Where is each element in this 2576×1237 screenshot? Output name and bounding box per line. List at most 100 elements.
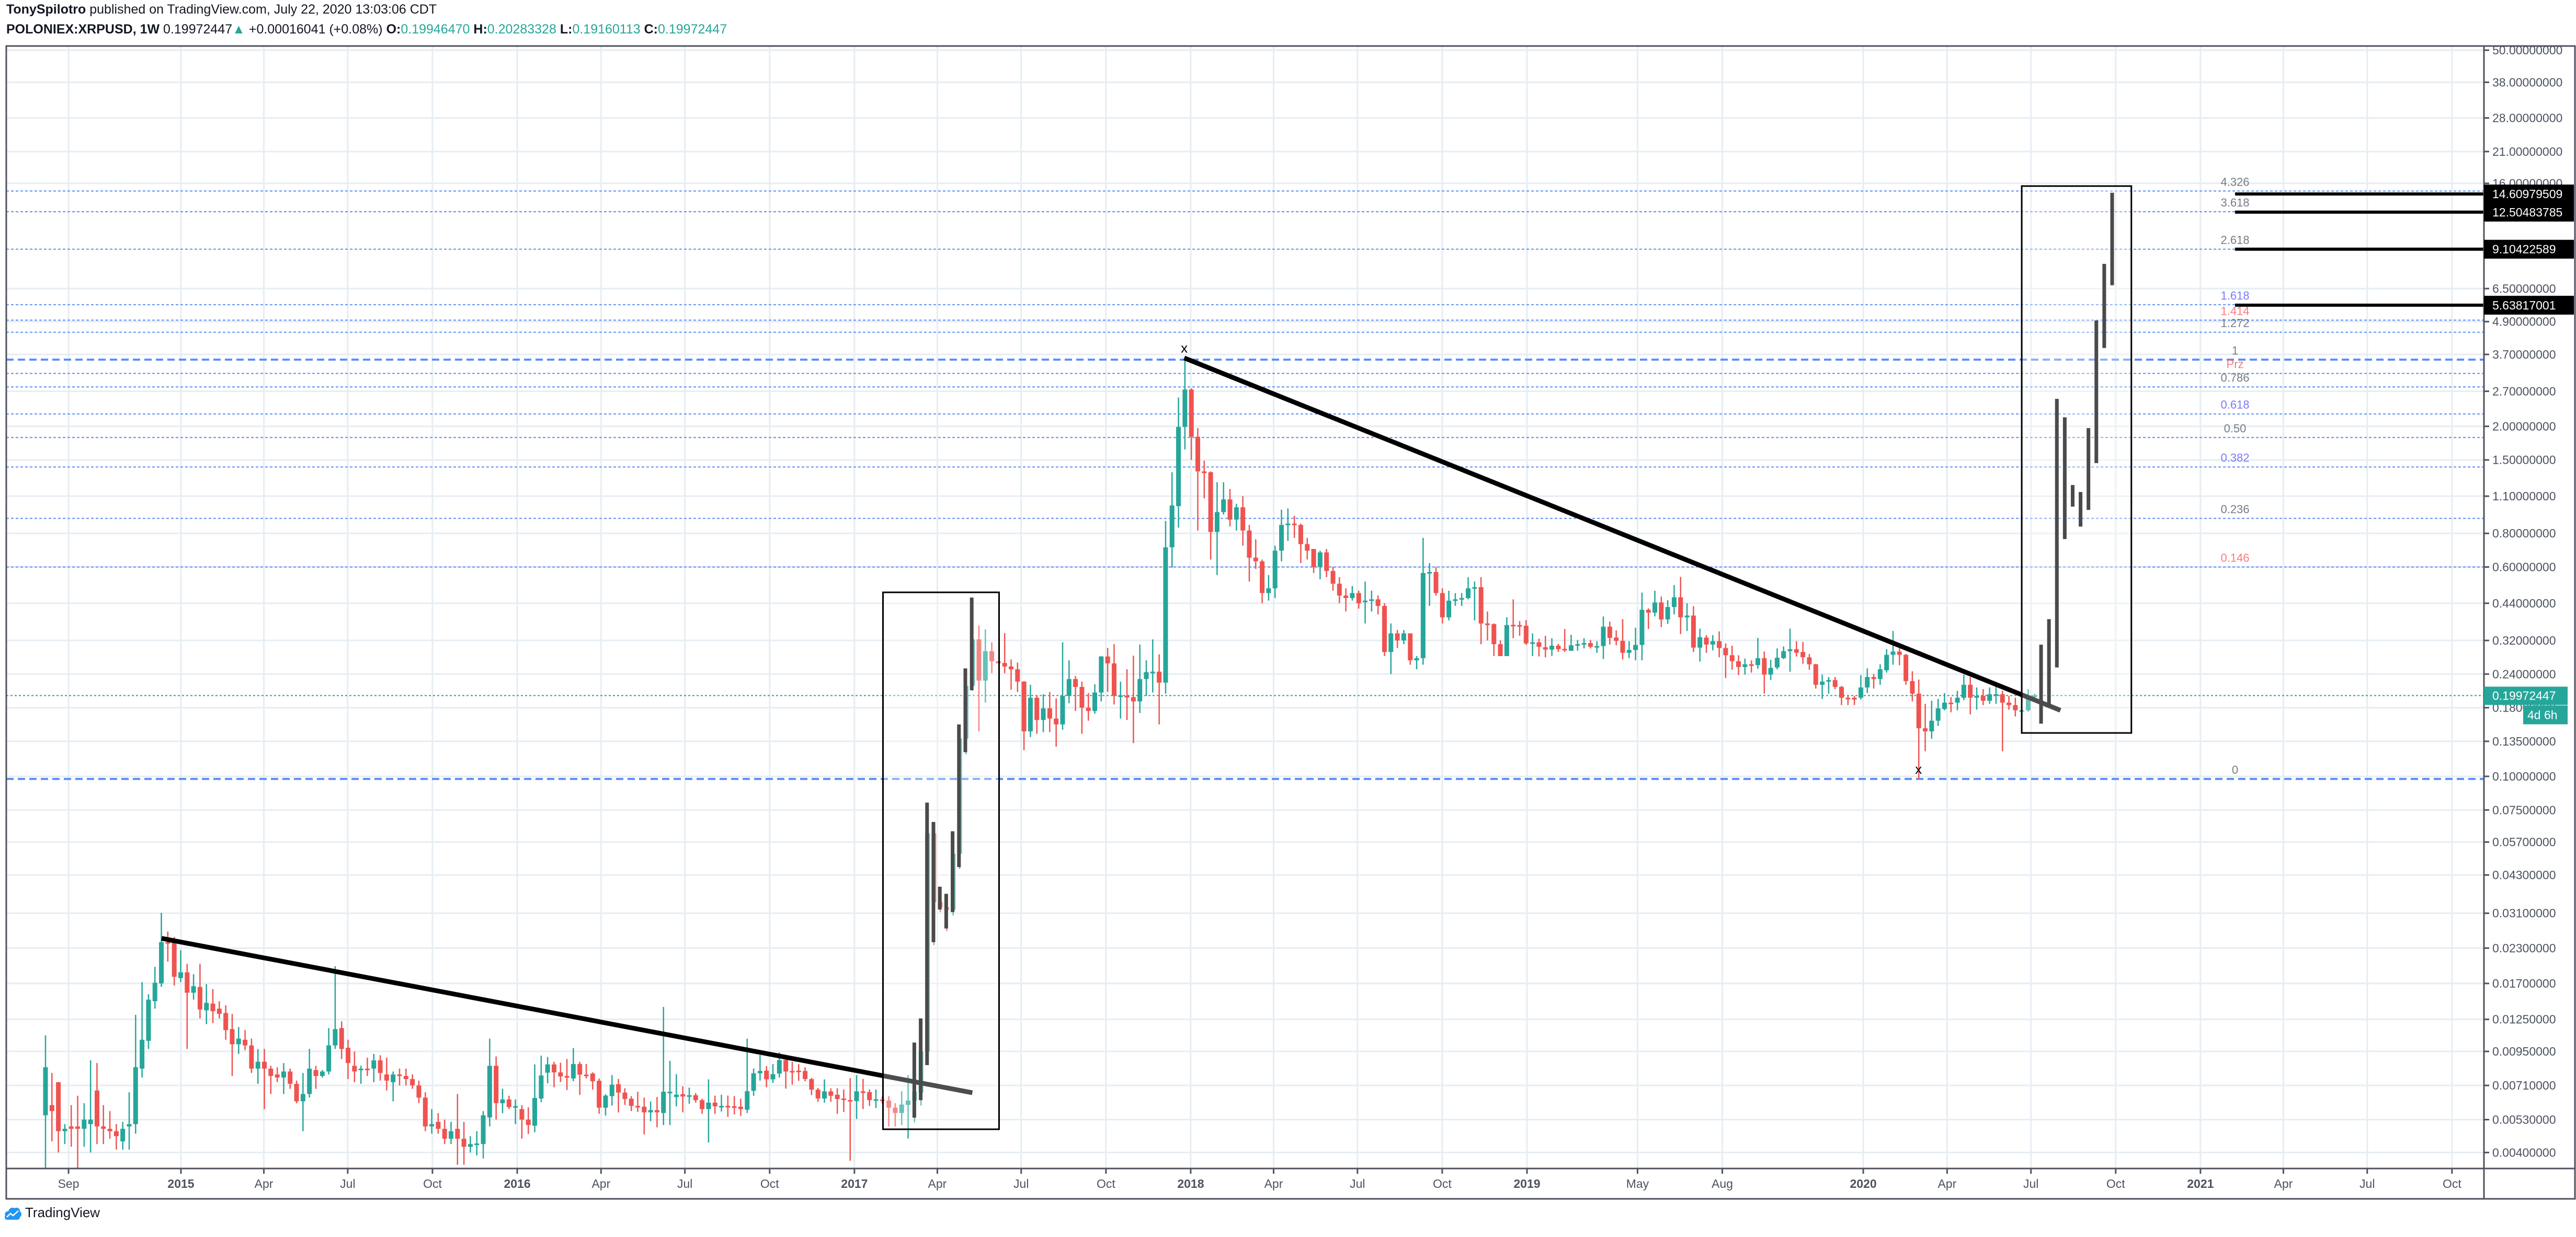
candle-body: [1588, 643, 1593, 647]
trendline[interactable]: [1183, 356, 2061, 713]
candle-body: [468, 1144, 473, 1147]
candle-body: [577, 1064, 583, 1075]
candle: [796, 1064, 801, 1081]
candle: [339, 1021, 344, 1059]
price-axis[interactable]: 50.00000000 38.00000000 28.00000000 21.0000…: [2484, 43, 2562, 1159]
pattern-bar: [931, 822, 936, 943]
trendline[interactable]: [161, 936, 973, 1095]
rectangle-drawing[interactable]: [882, 591, 1000, 1130]
time-tick-label: Apr: [1264, 1177, 1283, 1190]
candle-body: [1691, 615, 1696, 648]
candle-body: [1227, 499, 1233, 520]
candle: [1910, 671, 1915, 702]
candle-body: [1208, 472, 1213, 532]
candle: [1980, 689, 1986, 705]
candle-body: [62, 1129, 67, 1131]
candle-body: [1292, 523, 1297, 525]
candle-body: [1266, 588, 1271, 593]
candle: [1330, 567, 1336, 591]
candle-body: [732, 1106, 737, 1108]
candle: [1877, 664, 1883, 685]
candle-body: [1665, 607, 1670, 620]
candle-body: [391, 1074, 396, 1082]
candle: [1305, 537, 1310, 560]
candle-body: [313, 1070, 318, 1076]
candle-body: [275, 1074, 280, 1078]
candle-body: [693, 1095, 698, 1101]
candle: [893, 1103, 898, 1127]
candle: [1935, 698, 1941, 726]
time-axis[interactable]: Sep 2015 Apr Jul Oct 2016 Apr Jul Oct 2017 Apr Jul O…: [58, 1169, 2462, 1190]
candle: [120, 1121, 126, 1150]
candle: [487, 1038, 492, 1127]
rectangles[interactable]: [882, 185, 2133, 1130]
candle-body: [1111, 663, 1116, 696]
candle: [236, 1027, 241, 1054]
candle-body: [178, 972, 184, 978]
candle-body: [185, 972, 190, 993]
candle: [1556, 644, 1561, 652]
candle-body: [848, 1099, 853, 1102]
bars-patterns[interactable]: [912, 192, 2114, 1118]
candle-body: [1794, 649, 1799, 653]
candle: [1311, 549, 1316, 573]
candle: [1111, 644, 1116, 705]
candle-body: [1871, 677, 1876, 679]
candle: [809, 1078, 814, 1095]
candle: [532, 1064, 538, 1132]
candle: [867, 1089, 872, 1106]
candle-body: [1337, 583, 1342, 596]
candle: [1118, 681, 1123, 719]
candle-body: [1678, 597, 1683, 617]
candle-body: [680, 1094, 686, 1097]
candle: [1478, 577, 1484, 645]
candle: [82, 1103, 87, 1147]
candle: [886, 1096, 892, 1127]
pattern-bar: [919, 1018, 923, 1101]
candle: [680, 1086, 686, 1113]
high-value: 0.20283328: [487, 22, 556, 37]
fib-level-label: 0.382: [2220, 451, 2249, 464]
candle: [738, 1098, 743, 1116]
candle-body: [1240, 507, 1246, 531]
candle-body: [69, 1126, 74, 1129]
candle: [107, 1111, 112, 1139]
author-name[interactable]: TonySpilotro: [6, 2, 86, 17]
candle-body: [1517, 625, 1522, 627]
candle: [1581, 638, 1587, 649]
candle: [333, 966, 338, 1049]
candle: [75, 1095, 81, 1169]
candle: [609, 1075, 614, 1106]
candle-body: [1717, 641, 1722, 648]
rectangle-drawing[interactable]: [2021, 185, 2133, 734]
candle: [513, 1099, 518, 1125]
candle-body: [1034, 697, 1040, 720]
fib-level-label: 0: [2232, 763, 2238, 776]
candle-body: [1980, 696, 1986, 701]
tradingview-logo[interactable]: TradingView: [4, 1205, 100, 1221]
candle: [1511, 599, 1516, 638]
candle: [255, 1049, 260, 1084]
candle-body: [1762, 658, 1767, 675]
candle: [442, 1119, 447, 1144]
target-lines[interactable]: [2235, 192, 2484, 307]
candle-body: [1150, 671, 1155, 673]
current-price-badge: [2484, 686, 2568, 705]
candle: [1588, 640, 1593, 649]
candle-body: [989, 651, 995, 661]
candle-body: [738, 1106, 743, 1109]
trendlines[interactable]: xx: [161, 340, 2061, 1095]
candle-body: [1363, 600, 1368, 602]
candle: [1839, 685, 1844, 705]
time-tick-label: Oct: [760, 1177, 779, 1190]
candle-body: [1910, 681, 1915, 694]
candle-body: [127, 1124, 132, 1127]
candle-body: [1607, 626, 1612, 638]
candle-body: [1131, 697, 1136, 702]
candle: [197, 964, 202, 1018]
candle: [654, 1097, 659, 1128]
candle-body: [1350, 593, 1355, 598]
candle: [391, 1071, 396, 1102]
candle: [1285, 508, 1291, 541]
